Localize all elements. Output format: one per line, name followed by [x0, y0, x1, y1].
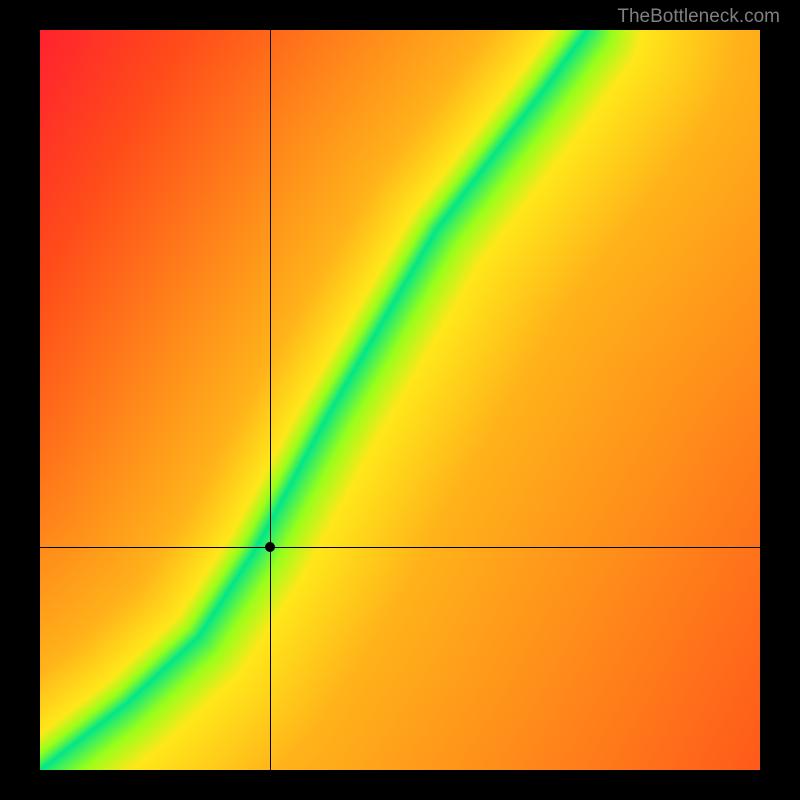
- marker-point: [265, 542, 275, 552]
- heatmap-plot: [40, 30, 760, 770]
- watermark-text: TheBottleneck.com: [617, 6, 780, 28]
- crosshair-vertical: [270, 30, 271, 770]
- heatmap-canvas: [40, 30, 760, 770]
- crosshair-horizontal: [40, 547, 760, 548]
